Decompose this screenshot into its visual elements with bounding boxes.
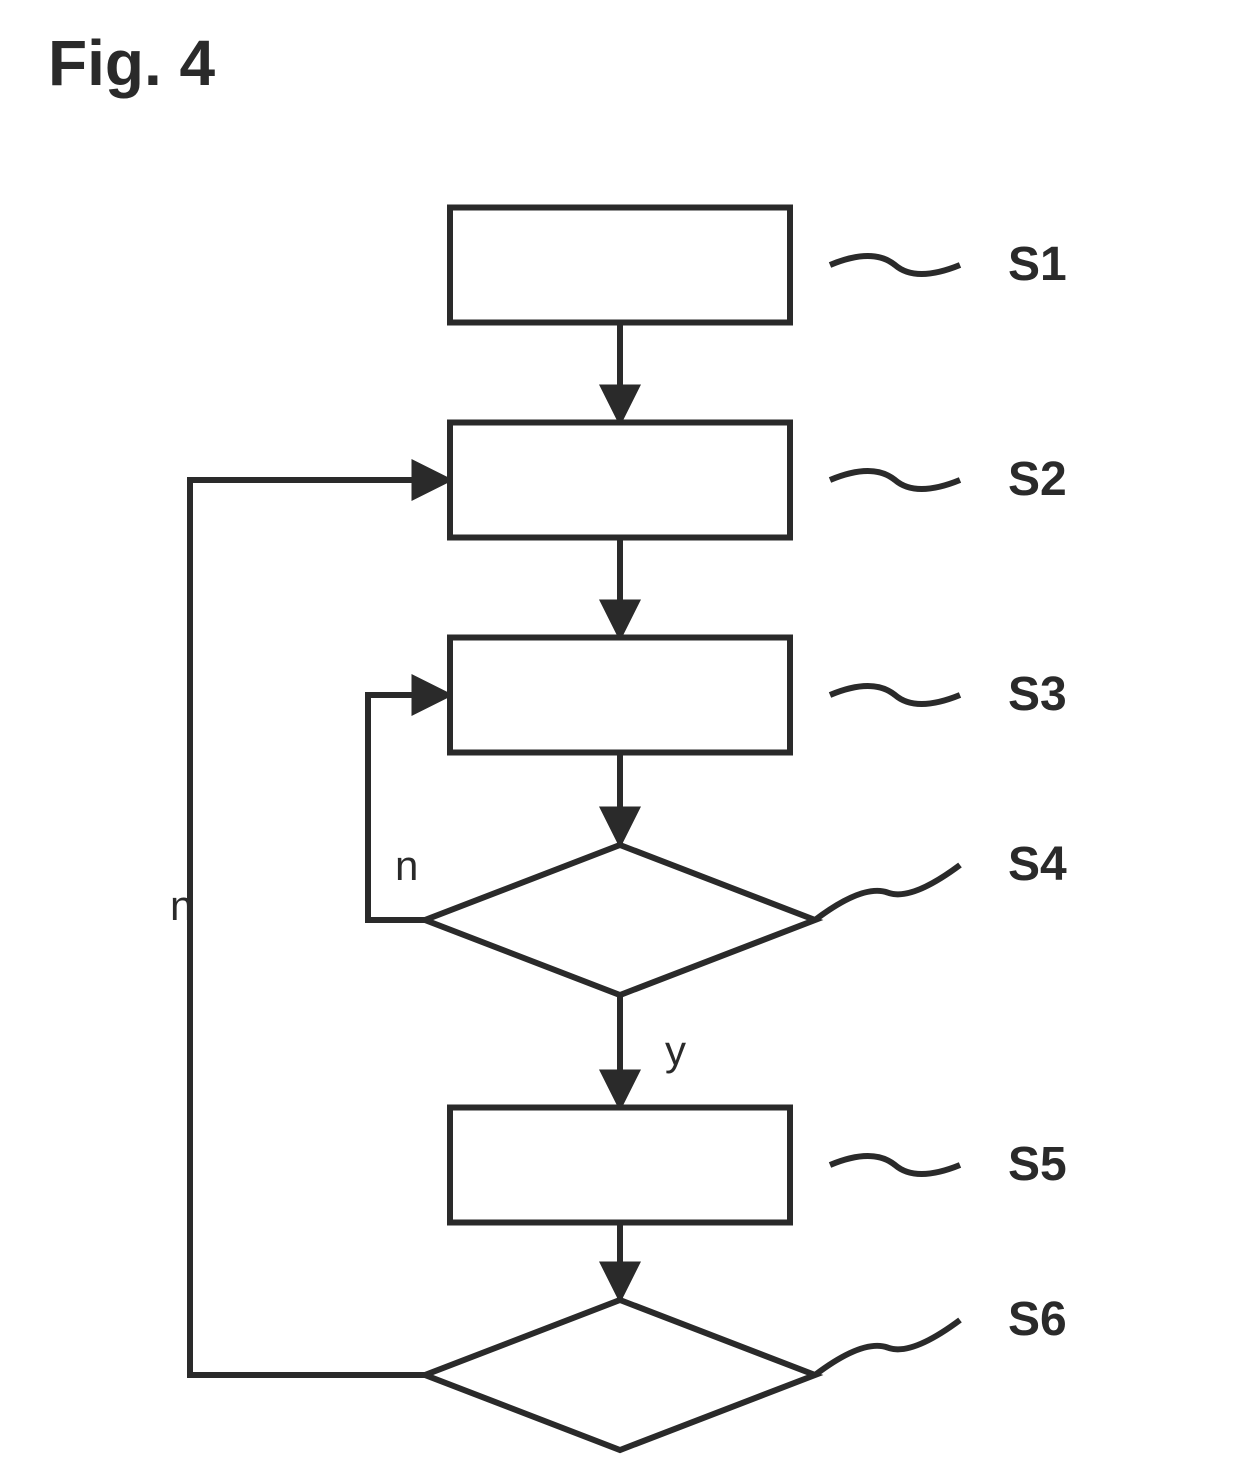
lead-S5: [830, 1156, 960, 1174]
node-S4: [425, 845, 815, 995]
node-label-S6: S6: [1008, 1293, 1067, 1346]
lead-S6: [815, 1320, 960, 1375]
node-S3: [450, 638, 790, 753]
node-label-S4: S4: [1008, 838, 1067, 891]
edge-S6-S2: [190, 480, 450, 1375]
node-S2: [450, 423, 790, 538]
node-label-S1: S1: [1008, 238, 1067, 291]
node-label-S5: S5: [1008, 1138, 1067, 1191]
figure-title: Fig. 4: [48, 27, 216, 99]
node-label-S2: S2: [1008, 453, 1067, 506]
edge-label-S4-S5: y: [665, 1027, 686, 1074]
node-S1: [450, 208, 790, 323]
flowchart-diagram: Fig. 4 y n n S1 S2 S3 S4 S5 S6: [0, 0, 1240, 1475]
node-S6: [425, 1300, 815, 1450]
edge-label-S6-S2: n: [170, 882, 193, 929]
lead-S3: [830, 686, 960, 704]
node-S5: [450, 1108, 790, 1223]
lead-S4: [815, 865, 960, 920]
lead-S2: [830, 471, 960, 489]
lead-S1: [830, 256, 960, 274]
node-label-S3: S3: [1008, 668, 1067, 721]
edge-label-S4-S3: n: [395, 842, 418, 889]
